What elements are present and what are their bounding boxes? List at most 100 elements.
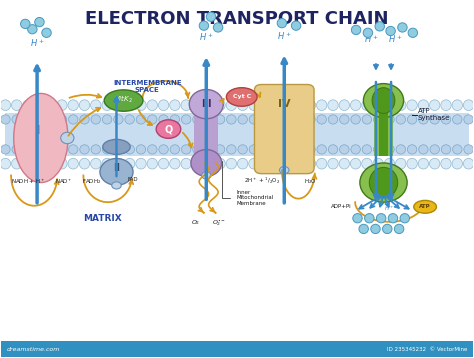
Ellipse shape [159,145,168,154]
Ellipse shape [227,115,236,124]
Ellipse shape [182,145,191,154]
Ellipse shape [46,145,55,154]
Ellipse shape [394,224,404,233]
Bar [379,113,388,156]
Ellipse shape [136,158,146,169]
Ellipse shape [79,100,90,111]
Text: ATP
Synthase: ATP Synthase [418,108,450,121]
Ellipse shape [373,100,383,111]
Text: $H^+$: $H^+$ [388,34,402,45]
Text: $VitK_2$: $VitK_2$ [114,94,133,105]
Ellipse shape [363,28,373,38]
Ellipse shape [237,100,248,111]
Ellipse shape [79,158,90,169]
Ellipse shape [103,139,130,154]
Ellipse shape [125,145,135,154]
Ellipse shape [384,100,395,111]
Ellipse shape [46,115,55,124]
Ellipse shape [226,158,237,169]
Ellipse shape [385,115,394,124]
Ellipse shape [418,158,428,169]
Text: $O_2^{\bullet-}$: $O_2^{\bullet-}$ [212,218,227,228]
Ellipse shape [317,100,327,111]
Ellipse shape [136,100,146,111]
Ellipse shape [277,19,287,28]
Ellipse shape [271,158,282,169]
Ellipse shape [91,115,100,124]
Ellipse shape [80,145,89,154]
Ellipse shape [317,158,327,169]
Ellipse shape [294,158,304,169]
Ellipse shape [170,145,180,154]
Ellipse shape [11,158,22,169]
Ellipse shape [441,100,451,111]
Ellipse shape [376,214,386,223]
Bar [194,113,218,156]
Ellipse shape [272,115,281,124]
Ellipse shape [238,115,247,124]
Ellipse shape [193,115,202,124]
Ellipse shape [102,115,112,124]
Ellipse shape [407,115,417,124]
Ellipse shape [191,150,222,176]
Ellipse shape [170,100,180,111]
Ellipse shape [0,100,10,111]
Ellipse shape [408,28,418,38]
Text: $H^+$: $H^+$ [277,30,292,42]
Ellipse shape [0,145,10,154]
Ellipse shape [61,132,74,144]
Text: NADH + H$^+$: NADH + H$^+$ [11,177,45,186]
Ellipse shape [384,158,395,169]
Ellipse shape [0,158,10,169]
Ellipse shape [328,145,338,154]
Ellipse shape [46,100,56,111]
Ellipse shape [339,158,349,169]
Ellipse shape [407,145,417,154]
Ellipse shape [452,100,463,111]
Ellipse shape [292,21,301,30]
Ellipse shape [57,158,67,169]
Text: III: III [201,99,211,109]
Ellipse shape [294,145,304,154]
Ellipse shape [20,19,30,29]
Ellipse shape [271,100,282,111]
Ellipse shape [125,115,135,124]
Ellipse shape [170,158,180,169]
Ellipse shape [147,115,157,124]
Ellipse shape [317,115,327,124]
Ellipse shape [453,115,462,124]
Text: $O_2$: $O_2$ [191,218,201,227]
Ellipse shape [306,145,315,154]
Ellipse shape [350,158,361,169]
Ellipse shape [68,100,78,111]
Ellipse shape [102,145,112,154]
Ellipse shape [306,115,315,124]
Ellipse shape [429,100,440,111]
Text: FAD: FAD [128,177,138,182]
Ellipse shape [294,115,304,124]
Text: NAD$^+$: NAD$^+$ [55,177,73,186]
Ellipse shape [12,145,21,154]
Bar [5,113,469,156]
Ellipse shape [283,158,293,169]
Ellipse shape [35,115,44,124]
Ellipse shape [193,145,202,154]
Ellipse shape [104,90,143,111]
Ellipse shape [125,100,135,111]
Ellipse shape [260,158,271,169]
Ellipse shape [396,158,406,169]
Ellipse shape [364,84,403,117]
Ellipse shape [227,88,257,106]
Ellipse shape [261,115,270,124]
Ellipse shape [375,22,384,31]
Ellipse shape [181,100,191,111]
Ellipse shape [464,158,474,169]
Ellipse shape [204,145,213,154]
Text: Inner
Mitochondrial
Membrane: Inner Mitochondrial Membrane [222,161,273,206]
Ellipse shape [453,145,462,154]
Ellipse shape [23,158,33,169]
Text: Cyt C: Cyt C [233,95,251,100]
Ellipse shape [441,158,451,169]
Ellipse shape [374,115,383,124]
Text: dreamstime.com: dreamstime.com [6,347,60,352]
